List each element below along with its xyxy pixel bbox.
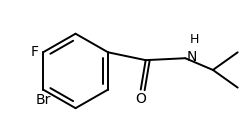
Text: H: H <box>190 33 199 47</box>
Text: N: N <box>186 50 197 64</box>
Text: F: F <box>31 45 39 59</box>
Text: Br: Br <box>35 93 51 107</box>
Text: O: O <box>135 92 146 106</box>
